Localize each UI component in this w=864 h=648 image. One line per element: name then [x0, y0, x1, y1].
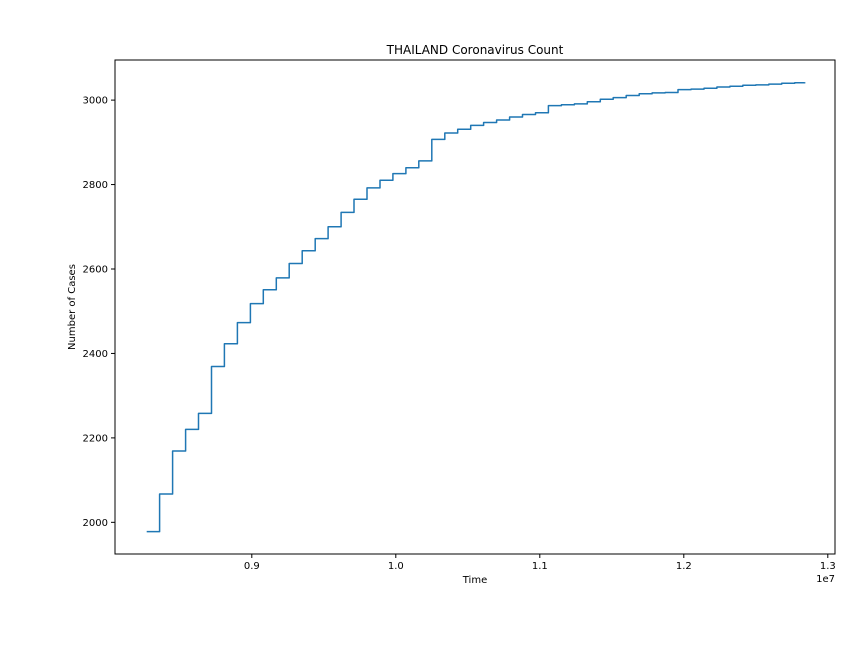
x-tick-label: 1.2 [676, 561, 692, 572]
x-axis-ticks: 0.9 1.0 1.1 1.2 1.3 [244, 554, 836, 572]
x-tick-label: 1.1 [532, 561, 548, 572]
series-layer [146, 82, 806, 533]
x-tick-label: 1.3 [820, 561, 836, 572]
x-axis-label: Time [462, 575, 487, 586]
y-tick-label: 3000 [83, 96, 108, 107]
y-tick-label: 2400 [83, 349, 108, 360]
axes-frame [114, 59, 836, 555]
x-tick-label: 1.0 [388, 561, 404, 572]
x-axis-offset-label: 1e7 [816, 574, 835, 585]
y-axis-ticks: 2000 2200 2400 2600 2800 3000 [83, 96, 115, 529]
y-axis-label: Number of Cases [67, 264, 78, 350]
plot-area [114, 59, 836, 555]
y-tick-label: 2600 [83, 265, 108, 276]
y-tick-label: 2000 [83, 518, 108, 529]
y-tick-label: 2800 [83, 180, 108, 191]
y-tick-label: 2200 [83, 433, 108, 444]
chart-title: THAILAND Coronavirus Count [386, 43, 564, 57]
series-line [146, 82, 806, 533]
x-tick-label: 0.9 [244, 561, 260, 572]
